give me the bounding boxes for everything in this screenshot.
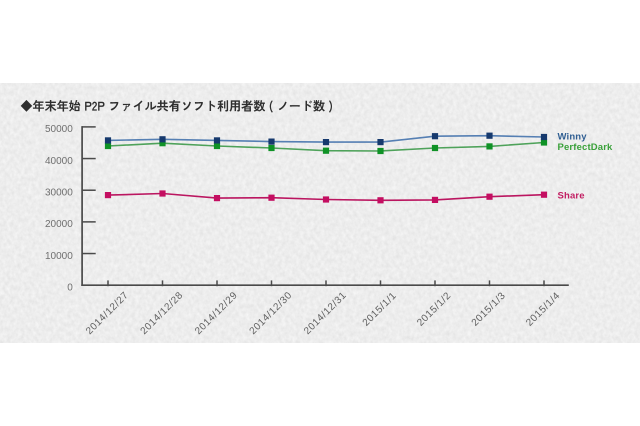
svg-text:Winny: Winny bbox=[558, 132, 588, 143]
svg-text:10000: 10000 bbox=[45, 251, 73, 262]
svg-text:40000: 40000 bbox=[45, 156, 73, 167]
svg-text:20000: 20000 bbox=[45, 219, 73, 230]
svg-text:Share: Share bbox=[558, 190, 585, 201]
svg-text:50000: 50000 bbox=[45, 124, 73, 135]
svg-text:30000: 30000 bbox=[45, 188, 73, 199]
svg-text:0: 0 bbox=[67, 283, 73, 294]
svg-text:PerfectDark: PerfectDark bbox=[558, 142, 614, 153]
